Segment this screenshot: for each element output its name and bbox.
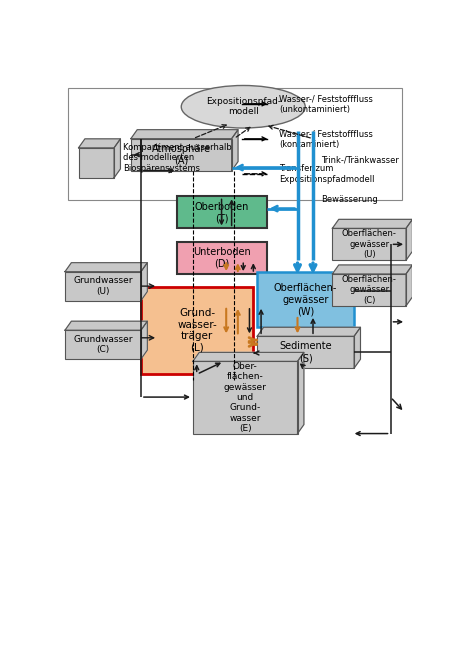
FancyBboxPatch shape	[68, 88, 402, 201]
FancyBboxPatch shape	[141, 287, 253, 374]
Text: Ober-
flächen-
gewässer
und
Grund-
wasser
(E): Ober- flächen- gewässer und Grund- wasse…	[224, 361, 267, 433]
FancyBboxPatch shape	[257, 273, 354, 327]
Text: Oberboden
(T): Oberboden (T)	[195, 202, 249, 223]
Polygon shape	[131, 130, 238, 139]
FancyBboxPatch shape	[333, 274, 406, 306]
Text: Atmosphäre
(A): Atmosphäre (A)	[152, 144, 211, 165]
FancyBboxPatch shape	[177, 197, 267, 228]
Text: Grundwasser
(U): Grundwasser (U)	[73, 276, 133, 296]
Text: Wasser-/ Feststofffluss
(unkontaminiert): Wasser-/ Feststofffluss (unkontaminiert)	[279, 94, 373, 114]
FancyBboxPatch shape	[65, 330, 141, 359]
FancyBboxPatch shape	[257, 336, 354, 368]
Text: Unterboden
(D): Unterboden (D)	[193, 247, 251, 269]
Polygon shape	[333, 265, 412, 274]
Polygon shape	[79, 139, 120, 148]
Polygon shape	[406, 219, 412, 260]
FancyBboxPatch shape	[177, 242, 267, 274]
Polygon shape	[333, 219, 412, 228]
FancyBboxPatch shape	[193, 361, 298, 434]
Text: Sedimente
(S): Sedimente (S)	[279, 341, 332, 363]
Polygon shape	[406, 265, 412, 306]
Polygon shape	[141, 263, 147, 300]
Ellipse shape	[181, 86, 305, 128]
Polygon shape	[354, 327, 360, 368]
Text: Bewässerung: Bewässerung	[321, 195, 377, 204]
Polygon shape	[141, 321, 147, 359]
Polygon shape	[65, 321, 147, 330]
Text: Grundwasser
(C): Grundwasser (C)	[73, 335, 133, 354]
FancyBboxPatch shape	[333, 228, 406, 260]
Polygon shape	[298, 352, 304, 434]
Text: Transfer zum
Expositionspfadmodell: Transfer zum Expositionspfadmodell	[279, 164, 375, 184]
Text: Kompartiment ausserhalb
des modellierten
Biospärensystems: Kompartiment ausserhalb des modellierten…	[123, 143, 232, 173]
FancyBboxPatch shape	[65, 272, 141, 300]
Polygon shape	[114, 139, 120, 178]
Text: Trink-/Tränkwasser: Trink-/Tränkwasser	[321, 156, 398, 164]
Text: Expositionspfad-
modell: Expositionspfad- modell	[206, 97, 281, 116]
Text: Oberflächen-
gewässer
(C): Oberflächen- gewässer (C)	[342, 275, 397, 305]
Polygon shape	[65, 263, 147, 272]
FancyBboxPatch shape	[131, 139, 232, 171]
Polygon shape	[193, 352, 304, 361]
Text: Grund-
wasser-
träger
(L): Grund- wasser- träger (L)	[177, 308, 217, 353]
Text: Wasser-/ Feststofffluss
(kontaminiert): Wasser-/ Feststofffluss (kontaminiert)	[279, 129, 373, 149]
Polygon shape	[257, 327, 360, 336]
Text: Oberflächen-
gewässer
(U): Oberflächen- gewässer (U)	[342, 229, 397, 259]
FancyBboxPatch shape	[79, 148, 114, 178]
Polygon shape	[232, 130, 238, 171]
Text: Oberflächen-
gewässer
(W): Oberflächen- gewässer (W)	[274, 283, 338, 317]
